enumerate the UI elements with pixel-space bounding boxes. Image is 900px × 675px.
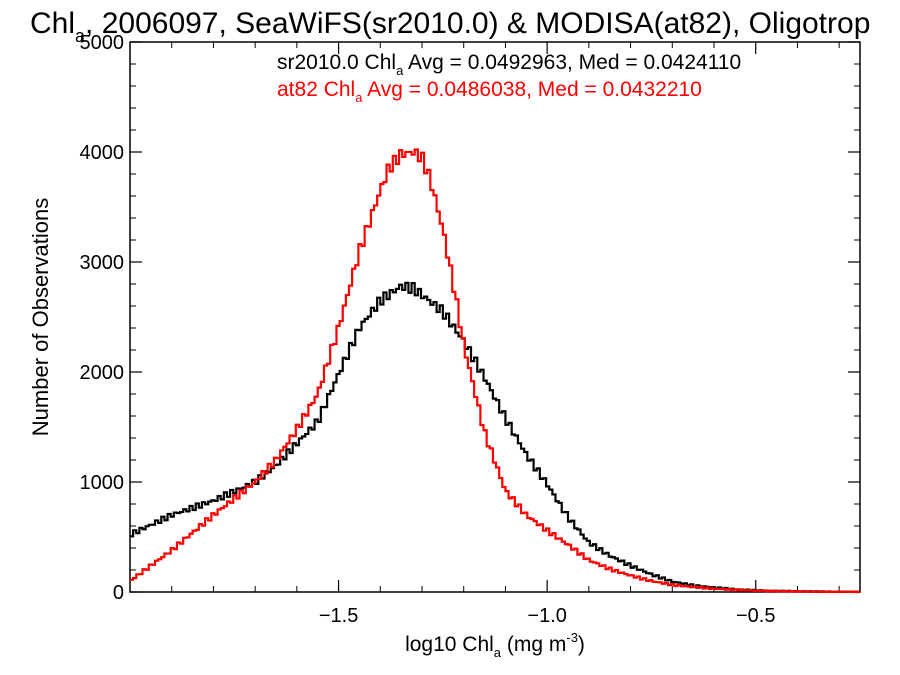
y-tick-label: 2000 (80, 362, 125, 384)
x-tick-label: −0.5 (736, 605, 775, 627)
x-tick-label: −1.5 (319, 605, 358, 627)
y-tick-label: 5000 (80, 32, 125, 54)
y-tick-label: 3000 (80, 252, 125, 274)
annotation-at82: at82 Chla Avg = 0.0486038, Med = 0.04322… (277, 78, 702, 105)
series-at82-line (130, 148, 861, 594)
y-axis: 0 1000 2000 3000 4000 5000 (80, 32, 860, 604)
x-axis-label: log10 Chla (mg m-3) (405, 630, 585, 660)
chart-title: Chla, 2006097, SeaWiFS(sr2010.0) & MODIS… (30, 7, 870, 46)
plot-frame (129, 41, 861, 593)
y-tick-label: 0 (113, 582, 124, 604)
x-axis: −1.5 −1.0 −0.5 (171, 42, 840, 627)
y-tick-label: 4000 (80, 142, 125, 164)
y-axis-label: Number of Observations (28, 198, 53, 436)
annotation-sr2010: sr2010.0 Chla Avg = 0.0492963, Med = 0.0… (277, 51, 741, 78)
series-layer (130, 148, 861, 594)
y-tick-label: 1000 (80, 472, 125, 494)
x-tick-label: −1.0 (527, 605, 566, 627)
